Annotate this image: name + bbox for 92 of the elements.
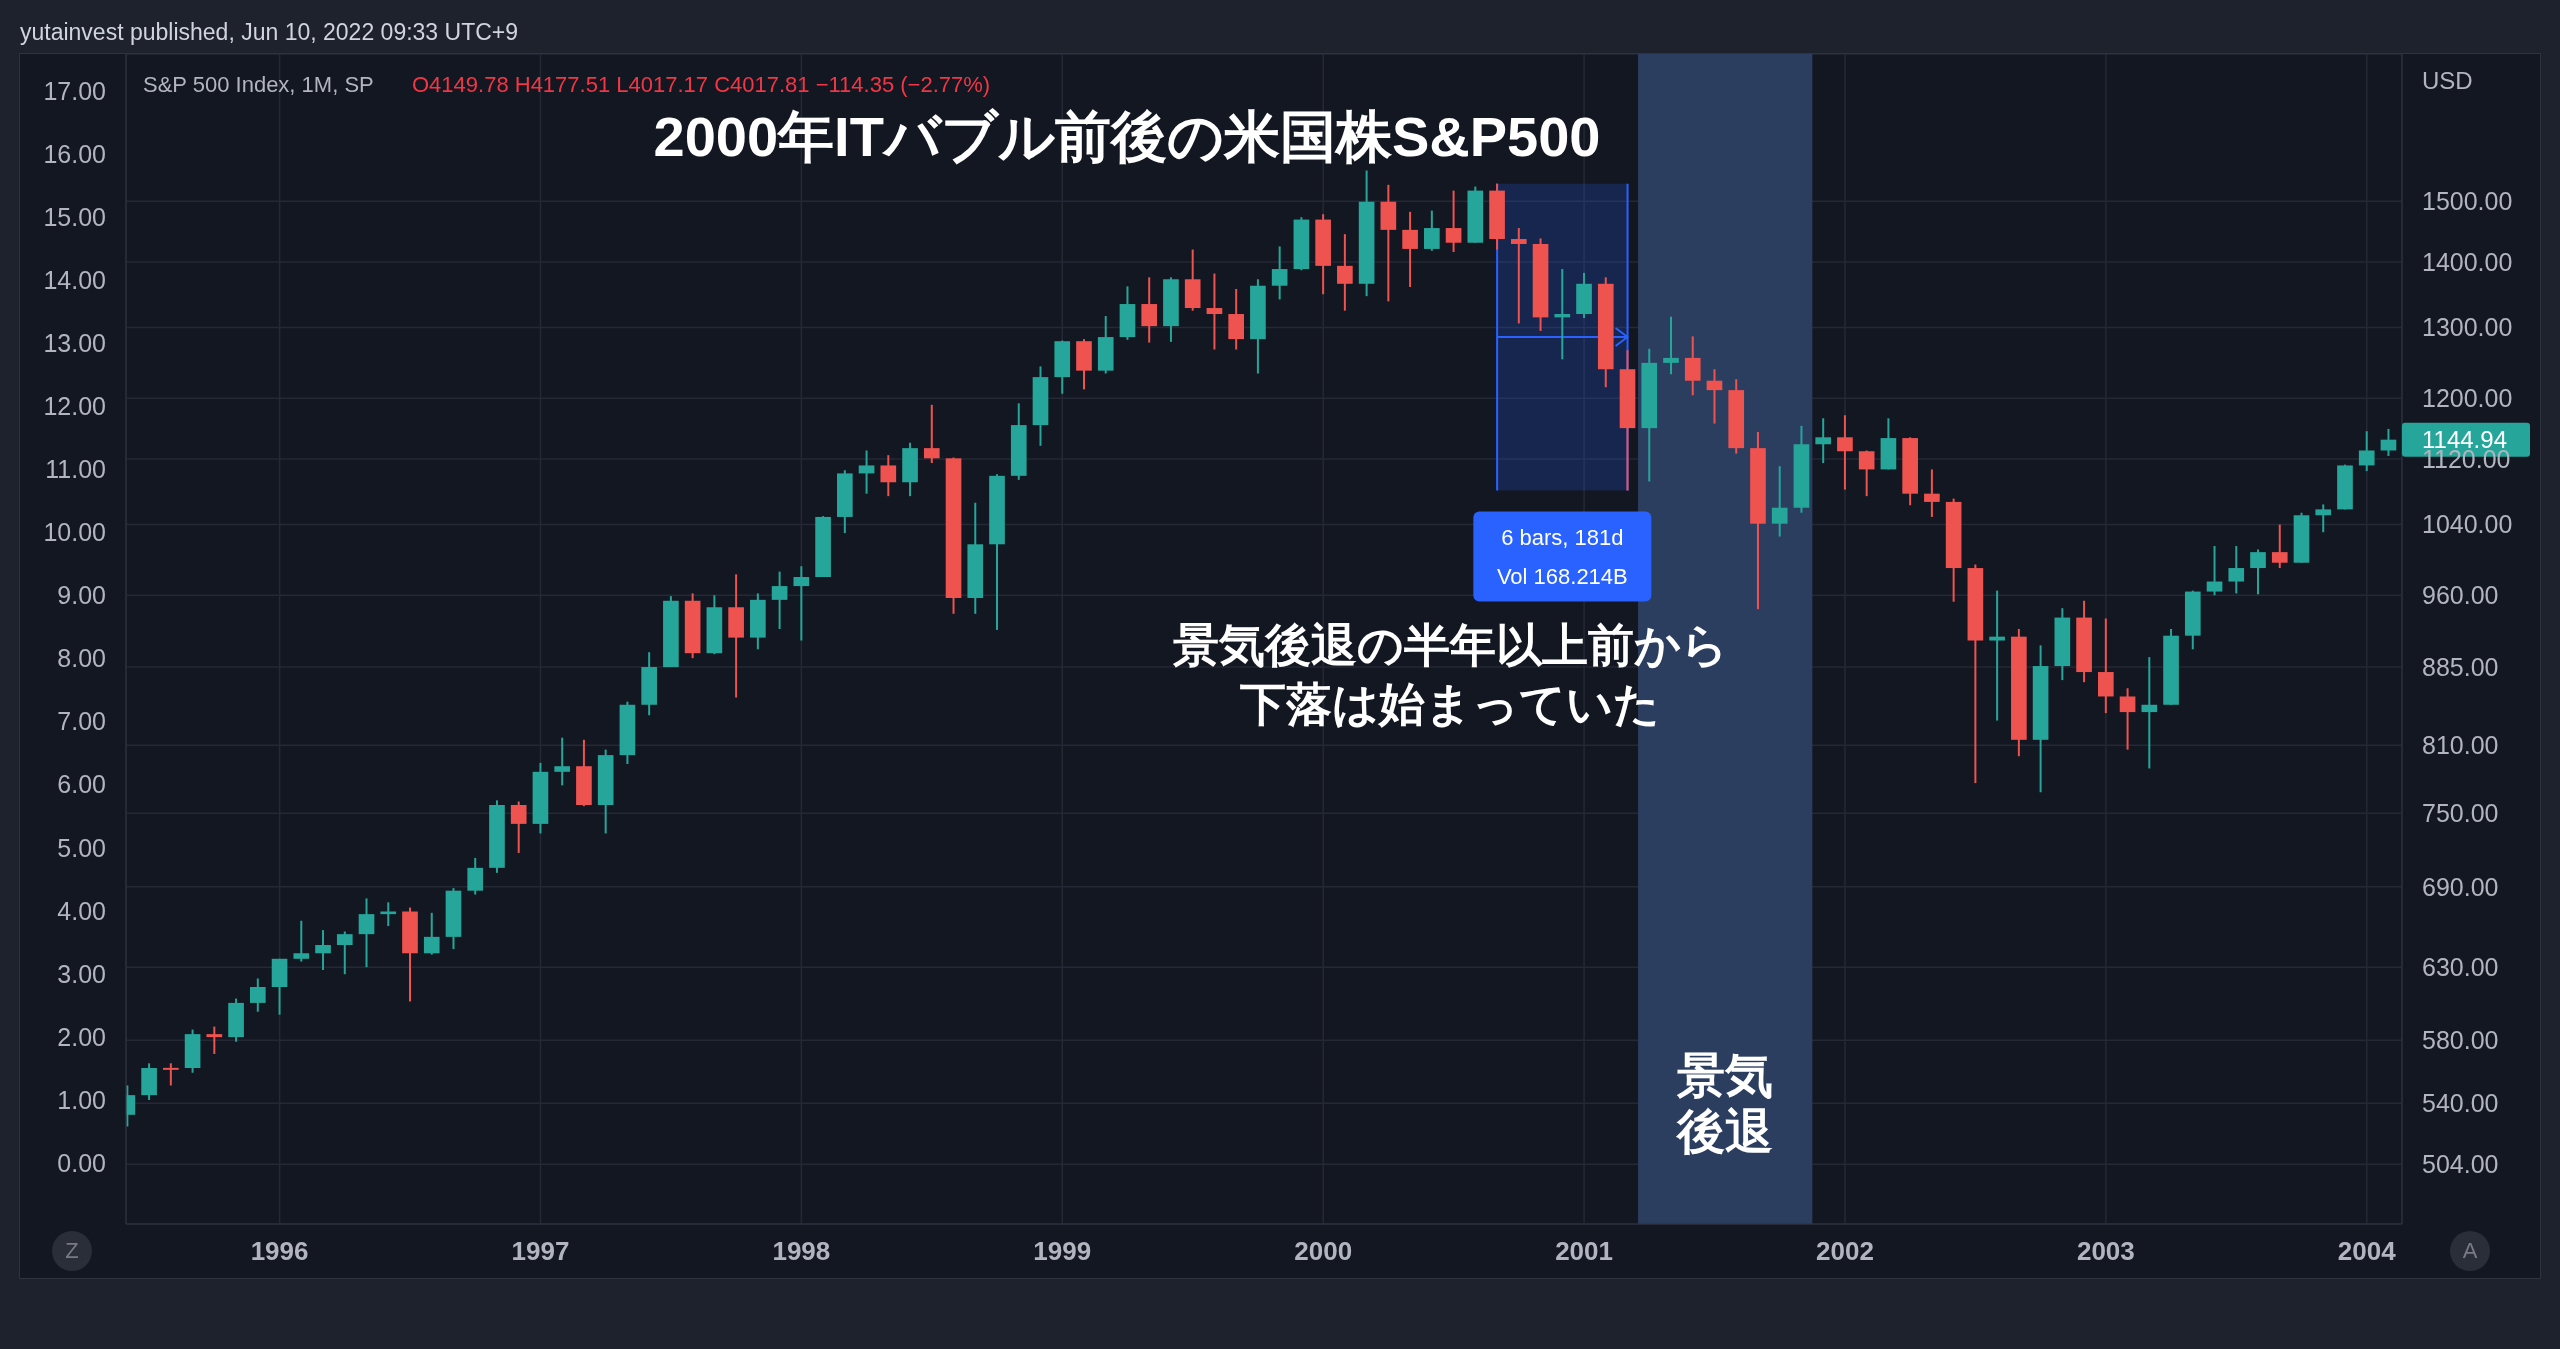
y2-tick-label: 630.00	[2422, 953, 2499, 982]
x-tick-label: 1999	[1033, 1236, 1092, 1267]
candlestick	[1141, 276, 1158, 344]
candlestick	[2206, 545, 2223, 597]
candlestick	[423, 911, 440, 956]
y-tick-label: 16.00	[43, 140, 106, 169]
x-tick-label: 2001	[1555, 1236, 1613, 1267]
y2-tick-label: 690.00	[2422, 872, 2499, 901]
candlestick	[293, 919, 310, 963]
candlestick	[2358, 430, 2375, 473]
y2-tick-label: 1300.00	[2422, 313, 2513, 342]
y-tick-label: 1.00	[57, 1085, 106, 1114]
candlestick	[771, 570, 788, 630]
y2-tick-label: 750.00	[2422, 799, 2499, 828]
y-tick-label: 17.00	[43, 77, 106, 106]
y-tick-label: 7.00	[57, 707, 106, 736]
y-tick-label: 0.00	[57, 1148, 106, 1177]
y2-axis-title: USD	[2422, 67, 2473, 94]
candlestick	[510, 800, 527, 854]
candlestick	[1858, 449, 1875, 498]
candlestick	[467, 856, 484, 896]
candlestick	[1663, 315, 1679, 376]
candlestick	[1815, 417, 1832, 465]
candlestick	[554, 736, 571, 787]
candlestick	[1206, 272, 1223, 351]
candlestick	[1424, 209, 1440, 252]
band-label: 景気後退	[1675, 1048, 1774, 1158]
x-tick-label: 2000	[1294, 1236, 1353, 1267]
candlestick	[2271, 523, 2288, 570]
y-tick-label: 2.00	[57, 1022, 106, 1051]
candlestick	[336, 930, 353, 976]
candlestick	[163, 1062, 179, 1087]
candlestick	[2315, 503, 2332, 534]
candlestick	[1271, 245, 1288, 301]
candlestick	[1337, 233, 1353, 312]
candlestick	[1684, 335, 1701, 397]
text: 2000年ITバブル前後の米国株S&P500	[653, 105, 1601, 168]
candlestick	[1771, 465, 1788, 538]
y-tick-label: 11.00	[45, 455, 106, 484]
x-tick-label: 1997	[511, 1236, 570, 1267]
y2-tick-label: 1500.00	[2422, 187, 2513, 216]
annotation: 景気後退の半年以上前から下落は始まっていた	[1171, 618, 1729, 732]
y-tick-label: 8.00	[57, 644, 106, 673]
candlestick	[1554, 268, 1571, 361]
y2-tick-label: 1040.00	[2422, 510, 2513, 539]
candlestick	[2228, 545, 2245, 595]
y-tick-label: 5.00	[57, 833, 106, 862]
candlestick	[1837, 414, 1853, 491]
candlestick	[206, 1025, 223, 1055]
y-tick-label: 15.00	[43, 203, 106, 232]
y-tick-label: 12.00	[43, 392, 106, 421]
candlestick	[380, 901, 397, 928]
candlestick	[1706, 368, 1723, 425]
y-tick-label: 6.00	[57, 770, 106, 799]
y2-tick-label: 540.00	[2422, 1089, 2499, 1118]
candlestick	[315, 929, 331, 971]
candlestick	[1445, 189, 1462, 254]
y2-tick-label: 885.00	[2422, 652, 2499, 681]
text: yutainvest published, Jun 10, 2022 09:33 UTC+9	[20, 18, 519, 45]
candlestick	[358, 897, 375, 969]
y-tick-label: 14.00	[43, 266, 106, 295]
y2-tick-label: 1400.00	[2422, 247, 2513, 276]
y-tick-label: 3.00	[57, 959, 106, 988]
x-tick-label: 1998	[772, 1236, 831, 1267]
x-tick-label: 2002	[1816, 1236, 1874, 1267]
annotation: S&P 500 Index, 1M, SP	[143, 72, 374, 97]
candlestick	[2141, 656, 2158, 770]
band-label: 6 bars, 181d Vol 168.214B	[1496, 524, 1628, 589]
candlestick	[923, 403, 940, 465]
y-tick-label: 10.00	[43, 518, 106, 547]
candlestick	[1510, 227, 1527, 325]
annotation: O4149.78 H4177.51 L4017.17 C4017.81 −114.35 (−2.77%)	[412, 72, 991, 97]
candlestick	[1989, 589, 2005, 722]
candlestick	[2250, 548, 2266, 596]
x-tick-label: 2003	[2076, 1236, 2135, 1267]
candlestick	[858, 449, 875, 495]
y2-tick-label: 960.00	[2422, 581, 2499, 610]
candlestick	[2119, 687, 2136, 751]
y2-tick-label: 1200.00	[2422, 384, 2513, 413]
y2-tick-label: 580.00	[2422, 1026, 2499, 1055]
y-tick-label: 4.00	[57, 896, 106, 925]
candlestick	[793, 565, 810, 642]
y-tick-label: 13.00	[43, 329, 106, 358]
x-tick-label: 2004	[2337, 1236, 2397, 1267]
candlestick	[880, 454, 897, 498]
y-tick-label: 9.00	[57, 581, 106, 610]
candlestick	[249, 977, 266, 1013]
x-tick-label: 1996	[250, 1236, 309, 1267]
y2-tick-label: 504.00	[2422, 1150, 2499, 1179]
y2-tick-label: 810.00	[2422, 731, 2499, 760]
candlestick	[1924, 468, 1940, 518]
candlestick	[1402, 210, 1418, 289]
